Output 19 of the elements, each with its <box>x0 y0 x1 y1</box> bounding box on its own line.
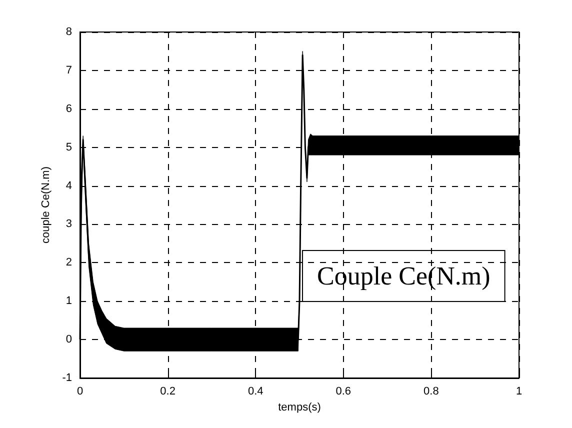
y-tick-label: 2 <box>66 256 72 269</box>
y-axis-title: couple Ce(N.m) <box>40 166 52 244</box>
y-tick-label: 3 <box>66 218 72 230</box>
y-tick-label: -1 <box>62 372 72 384</box>
y-tick-label: 5 <box>66 141 72 154</box>
x-tick-label: 1 <box>516 386 522 398</box>
y-tick-label: 4 <box>66 180 72 192</box>
x-axis-title: temps(s) <box>278 401 321 414</box>
x-tick-label: 0 <box>76 386 84 398</box>
y-tick-label: 8 <box>66 26 72 38</box>
y-tick-label: 1 <box>66 295 72 308</box>
annotation: Couple Ce(N.m) <box>317 262 490 290</box>
x-tick-label: 0.2 <box>160 386 176 398</box>
y-tick-label: 0 <box>66 334 72 346</box>
y-tick-label: 7 <box>66 64 72 76</box>
y-tick-label: 6 <box>66 102 72 115</box>
x-tick-label: 0.4 <box>248 386 264 398</box>
x-tick-label: 0.8 <box>424 386 439 398</box>
x-tick-label: 0.6 <box>336 386 352 398</box>
